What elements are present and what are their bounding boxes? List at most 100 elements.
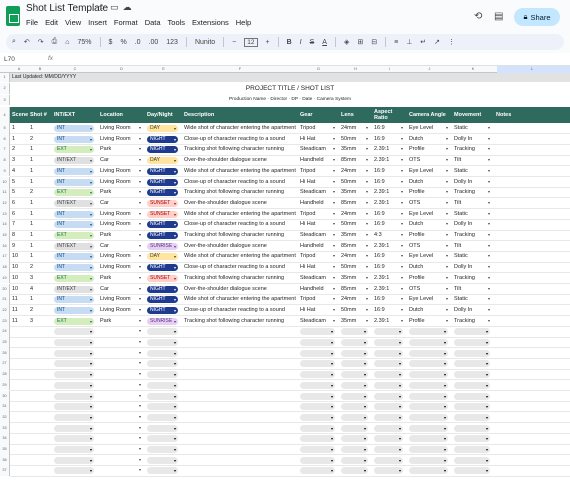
aspect-ratio-cell[interactable]: 16:9 xyxy=(374,306,385,313)
dropdown-cell[interactable] xyxy=(374,381,403,389)
int-ext-chip[interactable]: INT xyxy=(54,167,94,175)
gear-cell[interactable]: Steadicam xyxy=(300,317,326,324)
description-cell[interactable]: Close-up of character reacting to a soun… xyxy=(184,135,285,142)
merge-icon[interactable]: ⊟ xyxy=(371,39,378,46)
scene-cell[interactable]: 6 xyxy=(12,199,16,206)
location-cell[interactable]: Living Room xyxy=(100,210,131,217)
movement-cell[interactable]: Static xyxy=(454,253,468,260)
column-header-j[interactable]: J xyxy=(428,67,431,71)
strikethrough-icon[interactable]: S xyxy=(309,38,315,46)
dropdown-arrow-icon[interactable]: ▾ xyxy=(139,349,142,355)
last-updated[interactable]: Last Updated: MM/DD/YYYY xyxy=(10,73,570,82)
dropdown-arrow-icon[interactable]: ▾ xyxy=(366,146,369,152)
project-title[interactable]: PROJECT TITLE / SHOT LIST xyxy=(245,85,335,92)
dropdown-arrow-icon[interactable]: ▾ xyxy=(333,210,336,216)
dropdown-arrow-icon[interactable]: ▾ xyxy=(139,167,142,173)
menu-view[interactable]: View xyxy=(65,18,82,27)
dropdown-cell[interactable] xyxy=(300,446,335,453)
aspect-ratio-cell[interactable]: 16:9 xyxy=(374,178,385,185)
scene-cell[interactable]: 11 xyxy=(12,306,18,313)
dropdown-cell[interactable] xyxy=(409,360,448,368)
dropdown-cell[interactable] xyxy=(454,339,490,346)
location-cell[interactable]: Car xyxy=(100,157,109,164)
dropdown-arrow-icon[interactable]: ▾ xyxy=(139,467,142,473)
int-ext-chip[interactable] xyxy=(54,413,94,421)
sheets-logo-icon[interactable] xyxy=(6,6,20,26)
dropdown-arrow-icon[interactable]: ▾ xyxy=(401,242,404,248)
dropdown-cell[interactable] xyxy=(300,456,335,464)
movement-cell[interactable]: Tracking xyxy=(454,274,475,281)
dropdown-cell[interactable] xyxy=(374,413,403,421)
aspect-ratio-cell[interactable]: 16:9 xyxy=(374,125,385,131)
gear-cell[interactable]: Tripod xyxy=(300,210,316,217)
movement-cell[interactable]: Tracking xyxy=(454,189,475,196)
day-night-chip[interactable] xyxy=(147,392,178,400)
location-cell[interactable]: Living Room xyxy=(100,135,131,142)
gear-cell[interactable]: Hi Hat xyxy=(300,264,316,271)
dropdown-arrow-icon[interactable]: ▾ xyxy=(333,285,336,291)
gear-cell[interactable]: Steadicam xyxy=(300,146,326,153)
day-night-chip[interactable] xyxy=(147,371,178,379)
dropdown-arrow-icon[interactable]: ▾ xyxy=(401,125,404,130)
shot-cell[interactable]: 1 xyxy=(30,199,34,206)
row-header[interactable]: 13 xyxy=(0,208,10,220)
gear-cell[interactable]: Handheld xyxy=(300,285,324,292)
dropdown-cell[interactable] xyxy=(300,467,335,475)
dropdown-arrow-icon[interactable]: ▾ xyxy=(366,253,369,259)
row-header[interactable]: 7 xyxy=(0,144,10,156)
dropdown-arrow-icon[interactable]: ▾ xyxy=(488,285,491,291)
dropdown-arrow-icon[interactable]: ▾ xyxy=(139,424,142,430)
column-header-b[interactable]: B xyxy=(38,67,42,71)
camera-angle-cell[interactable]: Profile xyxy=(409,189,425,196)
movement-cell[interactable]: Tilt xyxy=(454,199,462,206)
dropdown-arrow-icon[interactable]: ▾ xyxy=(488,253,491,259)
dropdown-cell[interactable] xyxy=(409,339,448,346)
dropdown-cell[interactable] xyxy=(300,392,335,400)
shot-cell[interactable]: 1 xyxy=(30,232,34,238)
dropdown-arrow-icon[interactable]: ▾ xyxy=(446,221,449,227)
dropdown-arrow-icon[interactable]: ▾ xyxy=(446,135,449,141)
decrease-decimal-button[interactable]: .0 xyxy=(134,38,141,46)
row-header[interactable]: 28 xyxy=(0,369,10,380)
lens-cell[interactable]: 35mm xyxy=(341,274,357,281)
dropdown-cell[interactable] xyxy=(454,392,490,400)
dropdown-arrow-icon[interactable]: ▾ xyxy=(139,317,142,323)
lens-cell[interactable]: 35mm xyxy=(341,189,357,196)
description-cell[interactable]: Tracking shot following character runnin… xyxy=(184,146,285,153)
gear-cell[interactable]: Tripod xyxy=(300,167,316,174)
font-size-input[interactable]: 12 xyxy=(244,37,258,47)
location-cell[interactable]: Park xyxy=(100,317,112,324)
scene-cell[interactable]: 1 xyxy=(12,135,16,142)
dropdown-arrow-icon[interactable]: ▾ xyxy=(446,210,449,216)
dropdown-cell[interactable] xyxy=(374,467,403,475)
row-header[interactable]: 24 xyxy=(0,326,10,337)
dropdown-arrow-icon[interactable]: ▾ xyxy=(401,210,404,216)
day-night-chip[interactable]: NIGHT xyxy=(147,167,178,175)
dropdown-arrow-icon[interactable]: ▾ xyxy=(333,157,336,163)
dropdown-cell[interactable] xyxy=(300,371,335,379)
description-cell[interactable]: Over-the-shoulder dialogue scene xyxy=(184,157,267,164)
location-cell[interactable]: Park xyxy=(100,146,112,153)
print-icon[interactable]: ⎙ xyxy=(51,38,58,45)
lens-cell[interactable]: 24mm xyxy=(341,296,357,303)
row-header[interactable]: 31 xyxy=(0,401,10,412)
header-aspect-ratio[interactable]: Aspect Ratio xyxy=(374,109,393,121)
font-size-increase[interactable]: + xyxy=(265,38,270,46)
dropdown-arrow-icon[interactable]: ▾ xyxy=(139,221,142,227)
header-movement[interactable]: Movement xyxy=(454,112,482,118)
int-ext-chip[interactable]: INT/EXT xyxy=(54,157,94,165)
dropdown-arrow-icon[interactable]: ▾ xyxy=(366,167,369,173)
row-header[interactable]: 17 xyxy=(0,251,10,263)
shot-cell[interactable]: 3 xyxy=(30,274,34,281)
row-header[interactable]: 20 xyxy=(0,283,10,295)
shot-cell[interactable]: 1 xyxy=(30,242,34,249)
dropdown-arrow-icon[interactable]: ▾ xyxy=(139,125,142,130)
dropdown-cell[interactable] xyxy=(374,328,403,336)
dropdown-arrow-icon[interactable]: ▾ xyxy=(446,274,449,280)
sheet-grid[interactable]: A B C D E F G H I J K L Last Updated: MM/DD/YYYY PR… xyxy=(0,66,570,488)
dropdown-arrow-icon[interactable]: ▾ xyxy=(333,317,336,323)
description-cell[interactable]: Tracking shot following character runnin… xyxy=(184,232,285,238)
dropdown-arrow-icon[interactable]: ▾ xyxy=(401,232,404,237)
menu-help[interactable]: Help xyxy=(235,18,252,27)
int-ext-chip[interactable] xyxy=(54,371,94,379)
